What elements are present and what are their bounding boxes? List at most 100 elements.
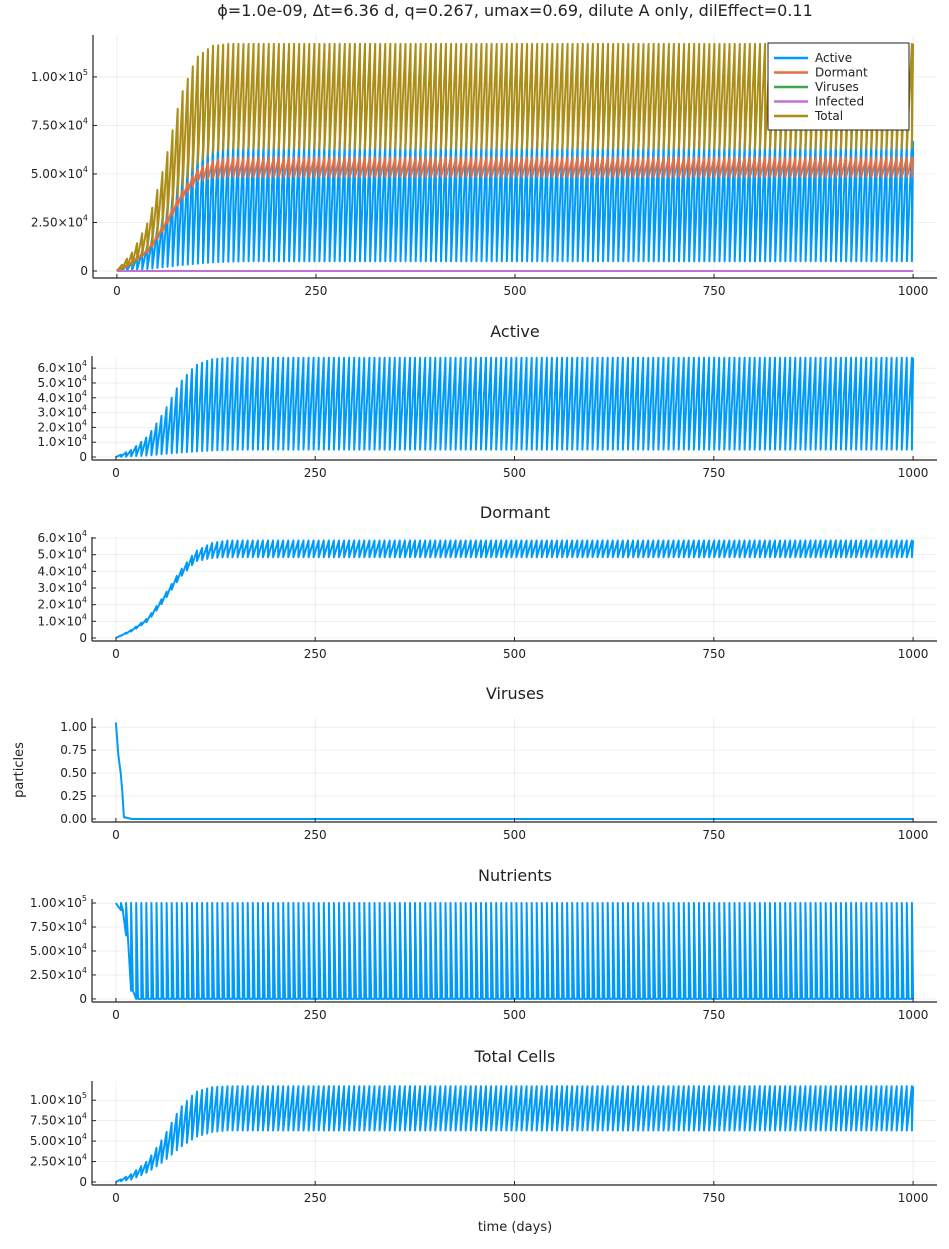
x-tick-label: 500	[504, 284, 527, 298]
x-tick-label: 0	[112, 1008, 120, 1022]
y-tick-label: 1.0×104	[37, 612, 87, 628]
y-tick-label: 1.00×105	[31, 68, 88, 84]
tick-exponent: 4	[83, 116, 88, 125]
x-tick-label: 1000	[898, 466, 929, 480]
panel-title: Dormant	[480, 503, 550, 522]
x-tick-label: 750	[702, 647, 725, 661]
tick-mantissa: 2.50×10	[30, 968, 82, 982]
x-tick-label: 750	[702, 1191, 725, 1205]
y-tick-label: 7.50×104	[30, 918, 87, 934]
y-tick-label: 0	[79, 1175, 87, 1189]
tick-mantissa: 5.00×10	[30, 1134, 82, 1148]
x-tick-label: 250	[304, 1191, 327, 1205]
tick-exponent: 4	[82, 1112, 87, 1121]
panel-viruses: Viruses 0 250 500 750 1000 0.00 0.25 0.50 0.75 1.0…	[12, 684, 937, 842]
tick-mantissa: 0.00	[60, 812, 87, 826]
panel-title: Viruses	[486, 684, 544, 703]
y-tick-label: 5.00×104	[30, 1132, 87, 1148]
y-tick-label: 6.0×104	[37, 359, 87, 375]
x-tick-label: 1000	[898, 1008, 929, 1022]
tick-exponent: 4	[82, 529, 87, 538]
tick-mantissa: 0	[79, 992, 87, 1006]
y-tick-label: 5.0×104	[37, 374, 87, 390]
x-tick-label: 500	[503, 466, 526, 480]
tick-exponent: 4	[82, 918, 87, 927]
series-line-viruses	[114, 722, 914, 820]
panel-overview: 0 250 500 750 100002.50×1045.00×1047.50×1041…	[31, 35, 937, 298]
tick-mantissa: 2.50×10	[30, 1155, 82, 1169]
y-tick-label: 2.50×104	[30, 1153, 87, 1169]
tick-exponent: 4	[82, 404, 87, 413]
tick-exponent: 4	[82, 389, 87, 398]
tick-exponent: 4	[82, 1132, 87, 1141]
x-tick-label: 500	[503, 1191, 526, 1205]
tick-exponent: 5	[83, 68, 88, 77]
tick-mantissa: 1.00×10	[30, 896, 82, 910]
tick-mantissa: 7.50×10	[31, 118, 83, 132]
legend-label-active: Active	[815, 51, 852, 65]
tick-mantissa: 0	[79, 631, 87, 645]
y-tick-label: 2.0×104	[37, 596, 87, 612]
tick-mantissa: 1.00×10	[30, 1093, 82, 1107]
tick-mantissa: 1.0×10	[37, 614, 81, 628]
tick-exponent: 4	[82, 612, 87, 621]
tick-mantissa: 1.0×10	[37, 435, 81, 449]
y-tick-label: 2.50×104	[31, 213, 88, 229]
tick-exponent: 5	[82, 894, 87, 903]
tick-mantissa: 0.75	[60, 743, 87, 757]
tick-exponent: 4	[82, 966, 87, 975]
x-tick-label: 1000	[898, 647, 929, 661]
y-tick-label: 0	[80, 264, 88, 278]
tick-mantissa: 3.0×10	[37, 581, 81, 595]
y-tick-label: 0.00	[60, 812, 87, 826]
tick-exponent: 4	[82, 433, 87, 442]
x-tick-label: 250	[304, 466, 327, 480]
legend-label-viruses: Viruses	[815, 80, 859, 94]
tick-exponent: 4	[83, 213, 88, 222]
y-tick-label: 3.0×104	[37, 404, 87, 420]
y-axis-label: particles	[12, 742, 27, 798]
series-group	[115, 356, 915, 458]
y-tick-label: 2.50×104	[30, 966, 87, 982]
y-tick-label: 1.00×105	[30, 1091, 87, 1107]
tick-mantissa: 5.00×10	[30, 944, 82, 958]
tick-mantissa: 6.0×10	[37, 531, 81, 545]
x-tick-label: 0	[112, 466, 120, 480]
y-tick-label: 5.00×104	[31, 165, 88, 181]
y-tick-label: 0.75	[60, 743, 87, 757]
tick-mantissa: 4.0×10	[37, 391, 81, 405]
x-axis-label: time (days)	[478, 1220, 552, 1235]
series-line-active	[116, 140, 915, 272]
y-tick-label: 1.00	[60, 720, 87, 734]
tick-exponent: 4	[82, 1153, 87, 1162]
tick-exponent: 5	[82, 1091, 87, 1100]
y-tick-label: 5.00×104	[30, 942, 87, 958]
panel-title: Active	[490, 322, 540, 341]
series-line-nutrients	[115, 902, 915, 1000]
x-tick-label: 750	[702, 1008, 725, 1022]
x-tick-label: 500	[503, 647, 526, 661]
tick-mantissa: 5.0×10	[37, 376, 81, 390]
series-group	[115, 902, 915, 1000]
x-tick-label: 750	[702, 466, 725, 480]
tick-exponent: 4	[82, 596, 87, 605]
x-tick-label: 0	[112, 647, 120, 661]
figure-title: ϕ=1.0e-09, Δt=6.36 d, q=0.267, umax=0.69…	[217, 1, 813, 20]
x-tick-label: 0	[113, 284, 121, 298]
tick-exponent: 4	[82, 942, 87, 951]
tick-mantissa: 6.0×10	[37, 361, 81, 375]
series-group	[114, 722, 914, 820]
tick-exponent: 4	[82, 359, 87, 368]
tick-mantissa: 2.50×10	[31, 215, 83, 229]
y-tick-label: 1.00×105	[30, 894, 87, 910]
y-tick-label: 3.0×104	[37, 579, 87, 595]
x-tick-label: 750	[703, 284, 726, 298]
x-tick-label: 250	[304, 284, 327, 298]
tick-mantissa: 3.0×10	[37, 406, 81, 420]
series-group	[115, 1085, 915, 1183]
x-tick-label: 750	[702, 828, 725, 842]
x-tick-label: 1000	[898, 284, 929, 298]
